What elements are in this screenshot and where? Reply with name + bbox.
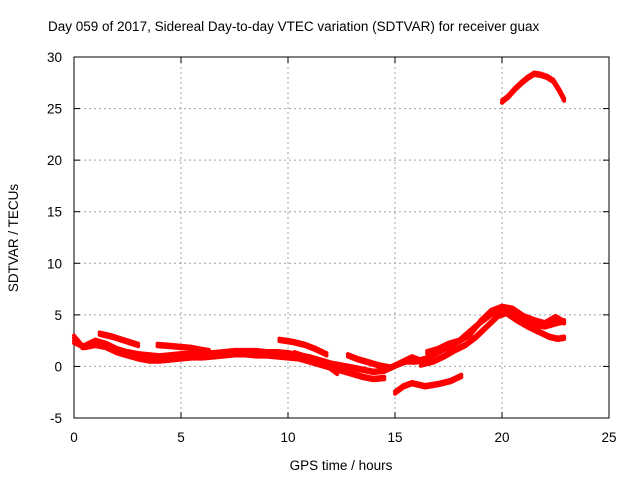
plot-frame [73,56,610,419]
x-tick-label: 0 [70,430,78,445]
y-tick-label: -5 [50,411,62,426]
x-tick-label: 5 [177,430,185,445]
chart-title: Day 059 of 2017, Sidereal Day-to-day VTE… [48,19,539,34]
data-series [72,70,567,396]
series-track-3 [97,330,141,346]
series-track-9-band [418,312,567,368]
x-tick-label: 25 [601,430,616,445]
series-track-5-band [277,339,329,358]
series-track-8 [393,372,464,394]
axis-ticks: 0 5 10 15 20 25 -5 0 5 10 15 20 25 30 [47,50,617,445]
x-tick-label: 15 [387,430,402,445]
y-tick-label: 10 [47,256,62,271]
series-track-11-band [500,73,567,105]
series-track-5 [277,336,329,355]
series-track-3-band [97,332,141,349]
y-tick-label: 5 [54,308,62,323]
series-track-7 [345,352,425,369]
y-tick-label: 0 [54,359,62,374]
series-track-10-band [425,306,567,356]
x-tick-label: 10 [280,430,295,445]
series-track-4-band [155,344,211,355]
y-tick-label: 15 [47,205,62,220]
y-axis-label: SDTVAR / TECUs [6,184,21,293]
series-track-4 [155,341,211,352]
x-tick-label: 20 [494,430,509,445]
series-track-9 [418,309,567,366]
series-track-7-band [345,354,425,371]
y-tick-label: 25 [47,102,62,117]
series-track-6-band [292,352,340,377]
x-axis-label: GPS time / hours [290,458,393,473]
y-tick-label: 30 [47,50,62,65]
series-track-6 [292,350,340,374]
series-track-10 [425,303,567,353]
y-tick-label: 20 [47,153,62,168]
series-track-8-band [393,375,464,396]
